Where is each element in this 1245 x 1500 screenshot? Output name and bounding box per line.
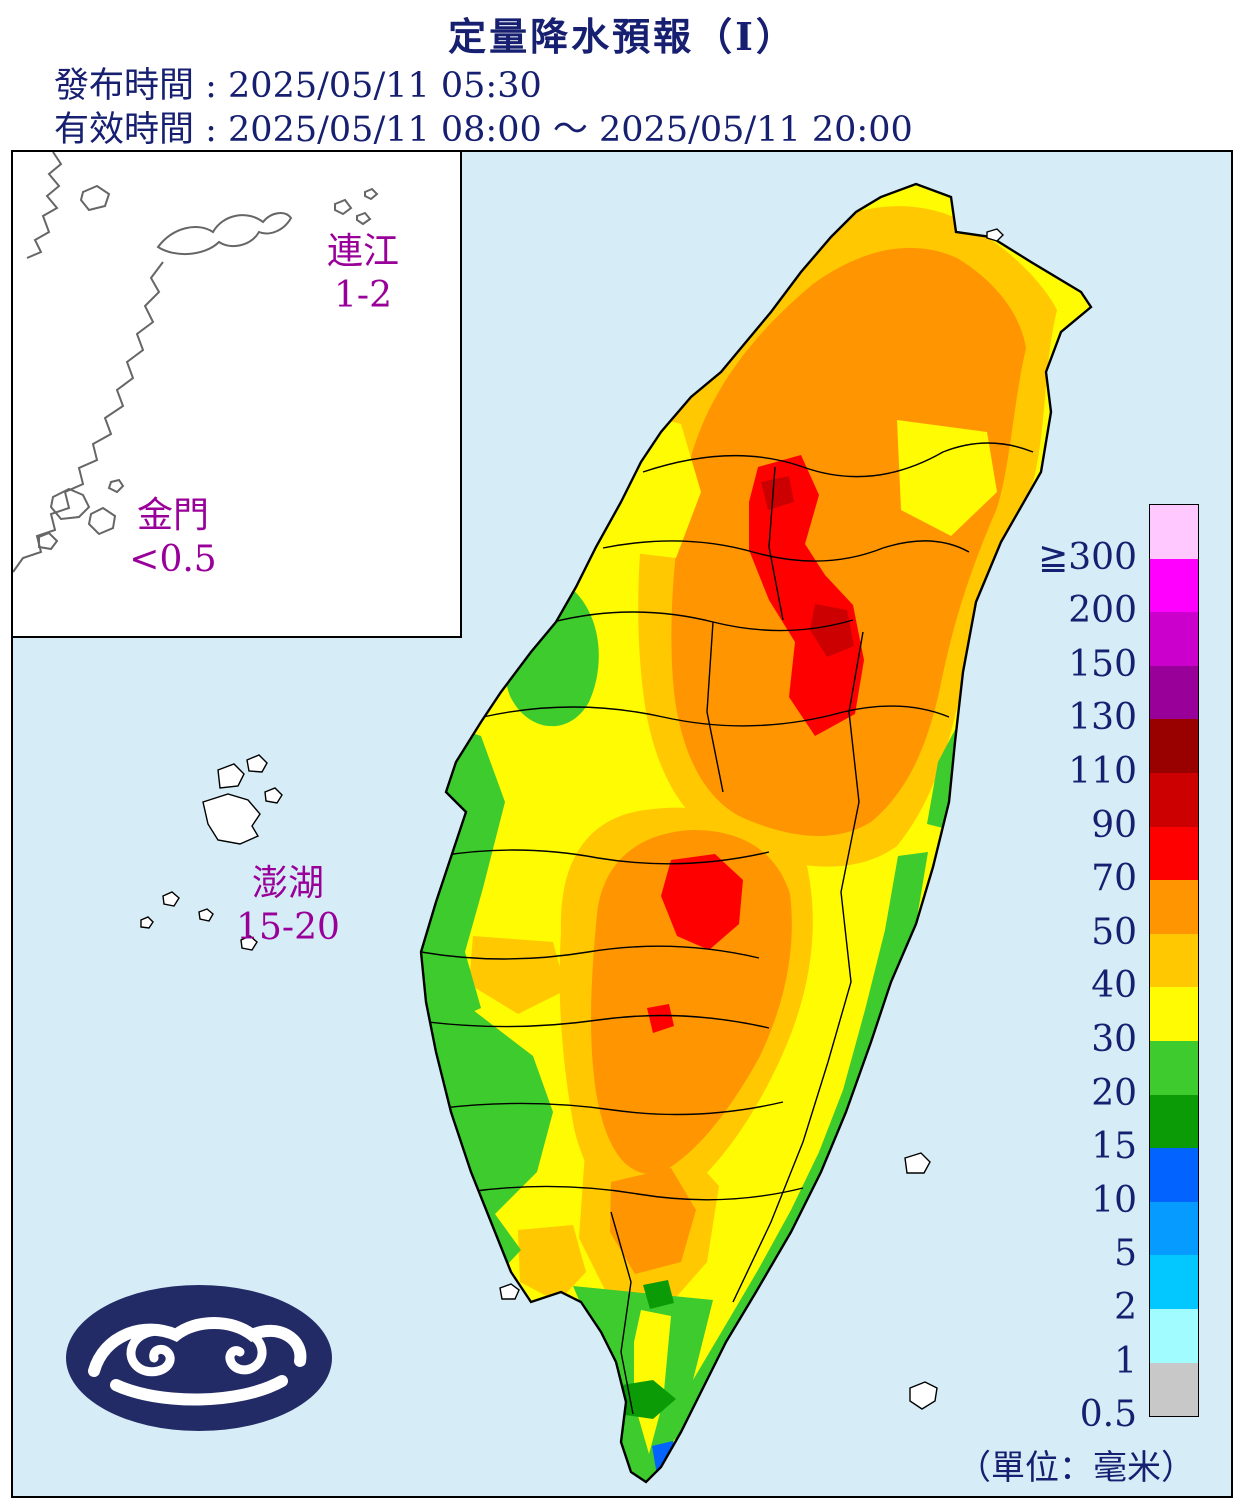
rain-region-darkgreen-south-spot: [643, 1280, 674, 1309]
fujian-coastline-drawing: [12, 151, 379, 573]
legend-value: 50: [1091, 911, 1137, 953]
legend-swatch: [1150, 612, 1198, 666]
penghu-label: 澎湖 15-20: [228, 862, 348, 950]
taiwan-coastline: [419, 182, 1093, 1484]
legend-value: 1: [1114, 1340, 1137, 1382]
legend-swatch: [1150, 1201, 1198, 1256]
rain-region-green-west-coast: [421, 708, 505, 1028]
legend-swatch: [1150, 719, 1198, 773]
keelung-islet: [986, 228, 1004, 242]
legend-swatch: [1150, 1094, 1198, 1149]
kinmen-name: 金門: [136, 495, 209, 536]
legend-color-column: [1149, 504, 1199, 1418]
legend-value: 10: [1091, 1179, 1137, 1221]
legend-swatch: [1150, 880, 1198, 934]
valid-time: 有效時間 : 2025/05/11 08:00 ～ 2025/05/11 20:…: [54, 110, 913, 150]
penghu-name: 澎湖: [251, 863, 324, 904]
liuqiu-island: [499, 1283, 520, 1300]
legend-swatch: [1150, 665, 1198, 720]
rain-region-orange-central: [591, 830, 792, 1174]
legend-swatch: [1150, 1308, 1198, 1363]
legend-value: 5: [1114, 1233, 1137, 1275]
offshore-inset: 連江 1-2 金門 <0.5: [12, 151, 462, 638]
legend-value: 150: [1068, 643, 1137, 685]
lienchiang-name: 連江: [326, 231, 399, 272]
rain-region-amber-west: [469, 936, 566, 1014]
rain-region-yellow-taipei: [897, 420, 997, 536]
legend-swatch: [1150, 505, 1198, 559]
legend-value: 130: [1068, 697, 1137, 739]
legend-swatch: [1150, 558, 1198, 613]
legend-swatch: [1150, 933, 1198, 988]
green-island: [904, 1152, 931, 1174]
rain-region-darkred-spot-2: [761, 476, 794, 510]
lienchiang-label: 連江 1-2: [308, 230, 418, 318]
legend-value: 40: [1091, 965, 1137, 1007]
legend-value: 30: [1091, 1019, 1137, 1060]
legend: ≧300 200 150 130 110 90 70 50 40 30 20 15 10 5 2 1 0.5: [999, 504, 1199, 1435]
legend-value: 90: [1091, 804, 1137, 846]
legend-value: 200: [1068, 590, 1137, 632]
rain-region-orange-south: [610, 1168, 696, 1274]
cwa-logo-swirl: [88, 1317, 307, 1406]
rain-region-red-small: [647, 1004, 674, 1033]
legend-swatch: [1150, 826, 1198, 881]
kinmen-label: 金門 <0.5: [113, 494, 233, 582]
legend-swatch: [1150, 1255, 1198, 1309]
legend-swatch: [1150, 987, 1198, 1041]
rain-region-red-mid: [661, 854, 743, 950]
rain-region-green-east-coast: [663, 852, 928, 1444]
rain-region-red-central-mountains: [749, 455, 864, 736]
legend-swatch: [1150, 772, 1198, 827]
cwa-logo: [66, 1285, 332, 1431]
penghu-islands: [140, 754, 283, 951]
legend-value: ≧300: [1038, 536, 1137, 578]
rain-region-orange-north: [671, 247, 1026, 837]
county-boundaries: [421, 442, 1034, 1415]
rain-region-amber-southwest: [518, 1225, 586, 1302]
legend-value: 2: [1114, 1287, 1137, 1328]
rain-region-darkred-spot-1: [810, 604, 854, 657]
legend-swatch: [1150, 1362, 1198, 1417]
lienchiang-value: 1-2: [334, 275, 392, 316]
issue-time: 發布時間 : 2025/05/11 05:30: [54, 66, 542, 106]
legend-value: 70: [1091, 858, 1137, 900]
page-title: 定量降水預報（Ⅰ）: [448, 14, 797, 59]
legend-value: 15: [1091, 1126, 1137, 1168]
taiwan-precipitation-map: [140, 182, 1093, 1484]
unit-label: （單位：毫米）: [957, 1448, 1195, 1488]
penghu-value: 15-20: [236, 907, 340, 948]
legend-value: 20: [1091, 1072, 1137, 1114]
legend-value: 0.5: [1079, 1394, 1137, 1436]
orchid-island: [909, 1381, 938, 1410]
legend-value: 110: [1068, 751, 1137, 792]
legend-swatch: [1150, 1148, 1198, 1202]
legend-swatch: [1150, 1040, 1198, 1095]
map-area: 連江 1-2 金門 <0.5 澎湖 15-20 ≧300 200 150 130 110…: [11, 150, 1233, 1498]
kinmen-value: <0.5: [129, 539, 217, 580]
